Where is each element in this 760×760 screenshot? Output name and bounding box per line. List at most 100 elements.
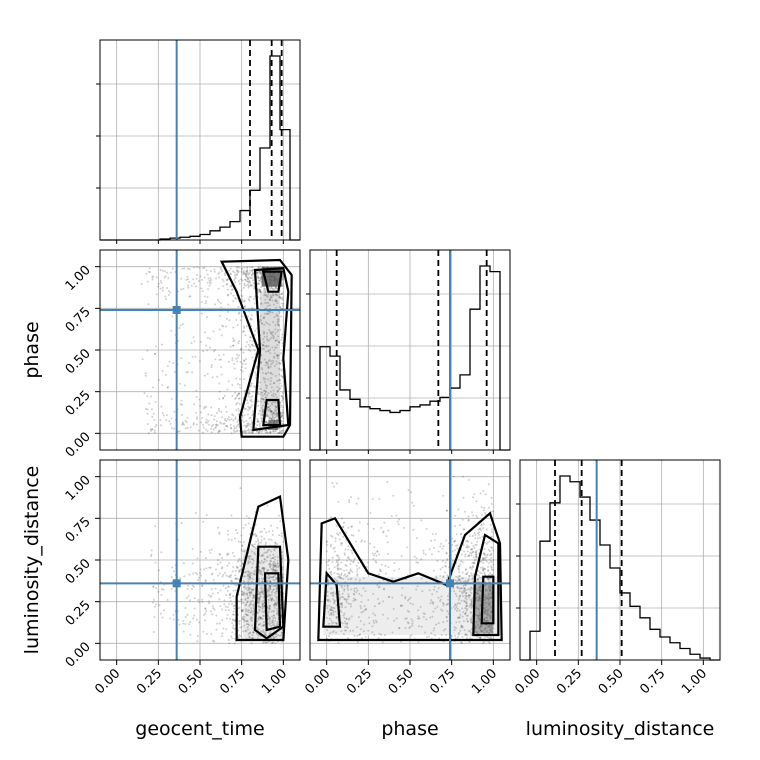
sample-point	[220, 306, 223, 309]
sample-point	[272, 568, 275, 571]
sample-point	[252, 269, 255, 272]
sample-point	[263, 633, 266, 636]
sample-point	[274, 413, 277, 416]
sample-point	[238, 378, 241, 381]
sample-point	[460, 599, 463, 602]
sample-point	[456, 544, 459, 547]
sample-point	[280, 293, 283, 296]
sample-point	[384, 572, 387, 575]
sample-point	[249, 349, 252, 352]
sample-point	[265, 312, 268, 315]
sample-point	[435, 575, 438, 578]
sample-point	[440, 542, 443, 545]
sample-point	[489, 592, 492, 595]
sample-point	[423, 612, 426, 615]
sample-point	[272, 395, 275, 398]
sample-point	[457, 508, 460, 511]
sample-point	[267, 607, 270, 610]
sample-point	[216, 375, 219, 378]
sample-point	[274, 642, 277, 645]
sample-point	[200, 574, 203, 577]
sample-point	[249, 618, 252, 621]
contour-line	[235, 495, 290, 642]
sample-point	[162, 609, 165, 612]
sample-point	[464, 607, 467, 610]
sample-point	[260, 554, 263, 557]
sample-point	[475, 551, 478, 554]
sample-point	[350, 605, 353, 608]
sample-point	[228, 269, 231, 272]
sample-point	[268, 599, 271, 602]
sample-point	[261, 347, 264, 350]
sample-point	[478, 597, 481, 600]
sample-point	[470, 600, 473, 603]
sample-point	[216, 424, 219, 427]
sample-point	[181, 414, 184, 417]
sample-point	[240, 534, 243, 537]
sample-point	[454, 592, 457, 595]
contour-line	[263, 572, 282, 632]
sample-point	[457, 616, 460, 619]
sample-point	[228, 594, 231, 597]
sample-point	[182, 622, 185, 625]
sample-point	[273, 421, 276, 424]
sample-point	[274, 564, 277, 567]
sample-point	[486, 614, 489, 617]
sample-point	[245, 426, 248, 429]
sample-point	[330, 573, 333, 576]
sample-point	[487, 587, 490, 590]
sample-point	[483, 593, 486, 596]
sample-point	[488, 597, 491, 600]
sample-point	[441, 559, 444, 562]
sample-point	[388, 595, 391, 598]
sample-point	[238, 569, 241, 572]
sample-point	[481, 642, 484, 645]
sample-point	[276, 302, 279, 305]
sample-point	[488, 586, 491, 589]
sample-point	[259, 361, 262, 364]
sample-point	[256, 271, 259, 274]
sample-point	[216, 622, 219, 625]
sample-point	[377, 602, 380, 605]
sample-point	[210, 278, 213, 281]
sample-point	[452, 605, 455, 608]
sample-point	[466, 634, 469, 637]
sample-point	[225, 574, 228, 577]
sample-point	[226, 418, 229, 421]
sample-point	[431, 533, 434, 536]
sample-point	[144, 374, 147, 377]
sample-point	[253, 546, 256, 549]
sample-point	[263, 331, 266, 334]
sample-point	[258, 409, 261, 412]
sample-point	[256, 419, 259, 422]
sample-point	[281, 414, 284, 417]
sample-point	[257, 577, 260, 580]
sample-point	[200, 416, 203, 419]
x-tick-label: 0.00	[302, 666, 333, 697]
sample-point	[479, 527, 482, 530]
sample-point	[238, 570, 241, 573]
sample-point	[329, 592, 332, 595]
sample-point	[216, 563, 219, 566]
sample-point	[194, 355, 197, 358]
sample-point	[276, 555, 279, 558]
sample-point	[485, 612, 488, 615]
sample-point	[360, 594, 363, 597]
sample-point	[228, 562, 231, 565]
sample-point	[347, 595, 350, 598]
sample-point	[258, 598, 261, 601]
sample-point	[460, 625, 463, 628]
sample-point	[159, 279, 162, 282]
sample-point	[485, 528, 488, 531]
sample-point	[327, 600, 330, 603]
sample-point	[280, 634, 283, 637]
sample-point	[332, 606, 335, 609]
sample-point	[249, 284, 252, 287]
sample-point	[471, 562, 474, 565]
sample-point	[264, 384, 267, 387]
sample-point	[349, 563, 352, 566]
sample-point	[274, 602, 277, 605]
sample-point	[436, 559, 439, 562]
sample-point	[268, 623, 271, 626]
